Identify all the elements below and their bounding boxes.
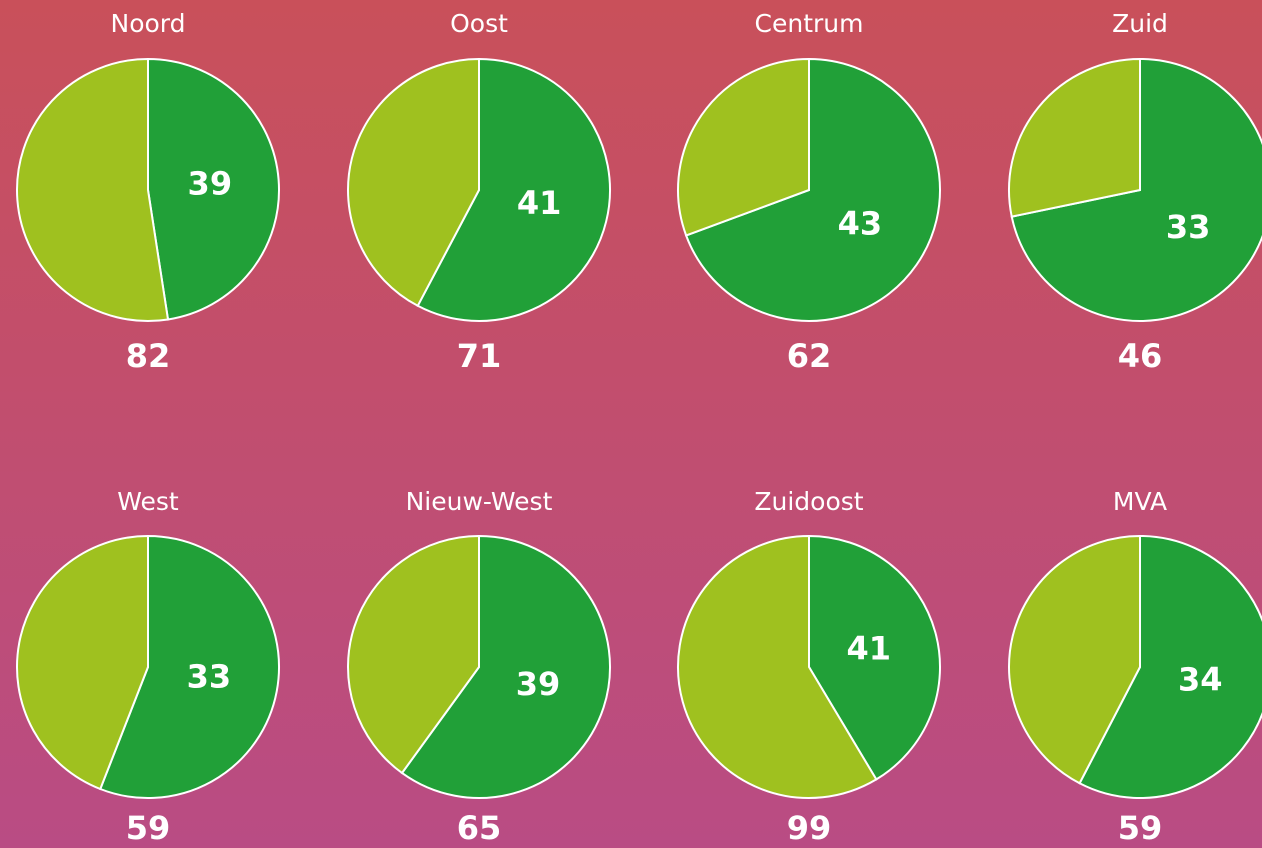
pie-slice-rest: [677, 57, 810, 237]
total-label: 59: [1118, 809, 1163, 847]
total-label: 62: [787, 337, 832, 375]
pie-title: Nieuw-West: [406, 487, 553, 516]
value-label: 39: [516, 665, 561, 703]
pie-title: Centrum: [755, 9, 864, 38]
value-label: 34: [1178, 661, 1223, 699]
total-label: 99: [787, 809, 832, 847]
pie-slice-rest: [347, 57, 480, 308]
pie-title: Zuid: [1112, 9, 1168, 38]
pie-slice: [808, 534, 941, 781]
pie-slice: [1010, 57, 1262, 322]
value-label: 43: [838, 204, 883, 242]
value-label: 33: [187, 657, 232, 695]
pie-title: West: [117, 487, 179, 516]
pie-slice: [98, 534, 280, 799]
pie-slice: [416, 57, 611, 322]
pie-slice: [147, 57, 280, 321]
value-label: 41: [517, 184, 562, 222]
pie-slice: [1078, 534, 1262, 799]
value-label: 33: [1166, 208, 1211, 246]
total-label: 82: [126, 337, 171, 375]
pie-slice: [400, 534, 611, 799]
value-label: 41: [846, 629, 891, 667]
pie-slice-rest: [677, 534, 878, 799]
pie-slice: [684, 57, 941, 322]
value-label: 39: [188, 164, 233, 202]
pie-title: Zuidoost: [754, 487, 863, 516]
total-label: 71: [457, 337, 502, 375]
total-label: 59: [126, 809, 171, 847]
pie-title: MVA: [1113, 487, 1167, 516]
pie-slice-rest: [1008, 57, 1141, 218]
pie-slice-rest: [16, 57, 170, 322]
total-label: 46: [1118, 337, 1163, 375]
pie-title: Oost: [450, 9, 508, 38]
pie-slice-rest: [16, 534, 149, 791]
pie-slice-rest: [347, 534, 480, 775]
pie-title: Noord: [111, 9, 186, 38]
pie-slice-rest: [1008, 534, 1141, 785]
total-label: 65: [457, 809, 502, 847]
